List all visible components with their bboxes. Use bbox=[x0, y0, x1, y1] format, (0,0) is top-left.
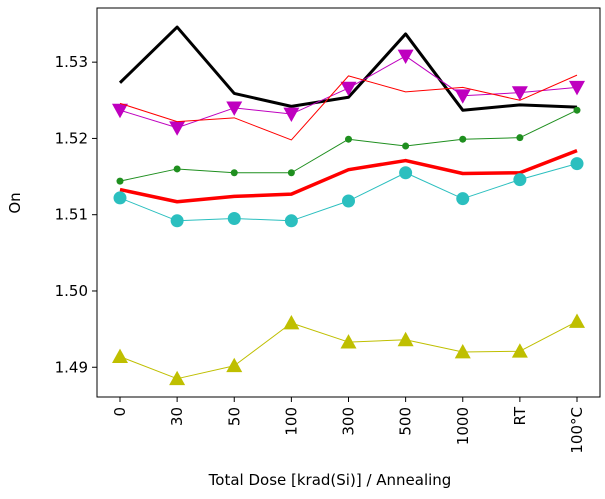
x-tick-label: 100°C bbox=[568, 407, 586, 454]
series-line bbox=[118, 25, 578, 112]
point bbox=[226, 357, 243, 373]
point bbox=[112, 348, 128, 363]
x-tick-label: 30 bbox=[168, 407, 186, 426]
point bbox=[569, 313, 585, 328]
y-tick-label: 1.52 bbox=[55, 129, 88, 147]
point bbox=[287, 169, 295, 177]
series-line bbox=[119, 321, 578, 380]
point bbox=[169, 370, 186, 386]
x-axis-label: Total Dose [krad(Si)] / Annealing bbox=[208, 471, 452, 489]
series-line bbox=[119, 74, 578, 141]
point bbox=[573, 106, 581, 114]
point bbox=[230, 169, 238, 177]
point bbox=[397, 49, 414, 65]
point bbox=[454, 89, 471, 104]
point bbox=[226, 101, 243, 116]
x-tick-label: 500 bbox=[397, 407, 415, 436]
point bbox=[570, 157, 584, 171]
point bbox=[340, 334, 357, 349]
point bbox=[569, 80, 585, 96]
point bbox=[513, 173, 527, 187]
point bbox=[342, 194, 355, 208]
point bbox=[113, 191, 127, 205]
point bbox=[511, 86, 528, 101]
y-tick-label: 1.49 bbox=[55, 358, 88, 376]
point bbox=[399, 166, 413, 180]
point bbox=[116, 177, 124, 185]
point bbox=[112, 103, 128, 119]
x-tick-label: 0 bbox=[111, 407, 129, 417]
point bbox=[516, 134, 524, 142]
point bbox=[340, 81, 357, 97]
series-line bbox=[119, 149, 578, 204]
y-tick-label: 1.50 bbox=[55, 282, 88, 300]
point bbox=[454, 343, 471, 359]
point bbox=[227, 212, 241, 226]
point bbox=[284, 214, 298, 228]
point bbox=[283, 315, 300, 330]
point bbox=[169, 121, 186, 136]
y-axis-label: On bbox=[6, 192, 24, 213]
point bbox=[173, 165, 181, 173]
y-tick-label: 1.51 bbox=[55, 206, 88, 224]
x-tick-label: 300 bbox=[340, 407, 358, 436]
x-tick-label: 50 bbox=[225, 407, 243, 426]
point bbox=[402, 142, 410, 150]
point bbox=[459, 135, 467, 143]
x-tick-label: RT bbox=[511, 406, 529, 425]
point bbox=[397, 331, 414, 347]
x-tick-label: 100 bbox=[282, 407, 300, 436]
point bbox=[456, 192, 470, 206]
point bbox=[283, 107, 300, 123]
point bbox=[170, 214, 184, 228]
point bbox=[511, 343, 528, 358]
point bbox=[345, 135, 352, 143]
y-tick-label: 1.53 bbox=[55, 53, 88, 71]
x-tick-label: 1000 bbox=[454, 407, 472, 445]
